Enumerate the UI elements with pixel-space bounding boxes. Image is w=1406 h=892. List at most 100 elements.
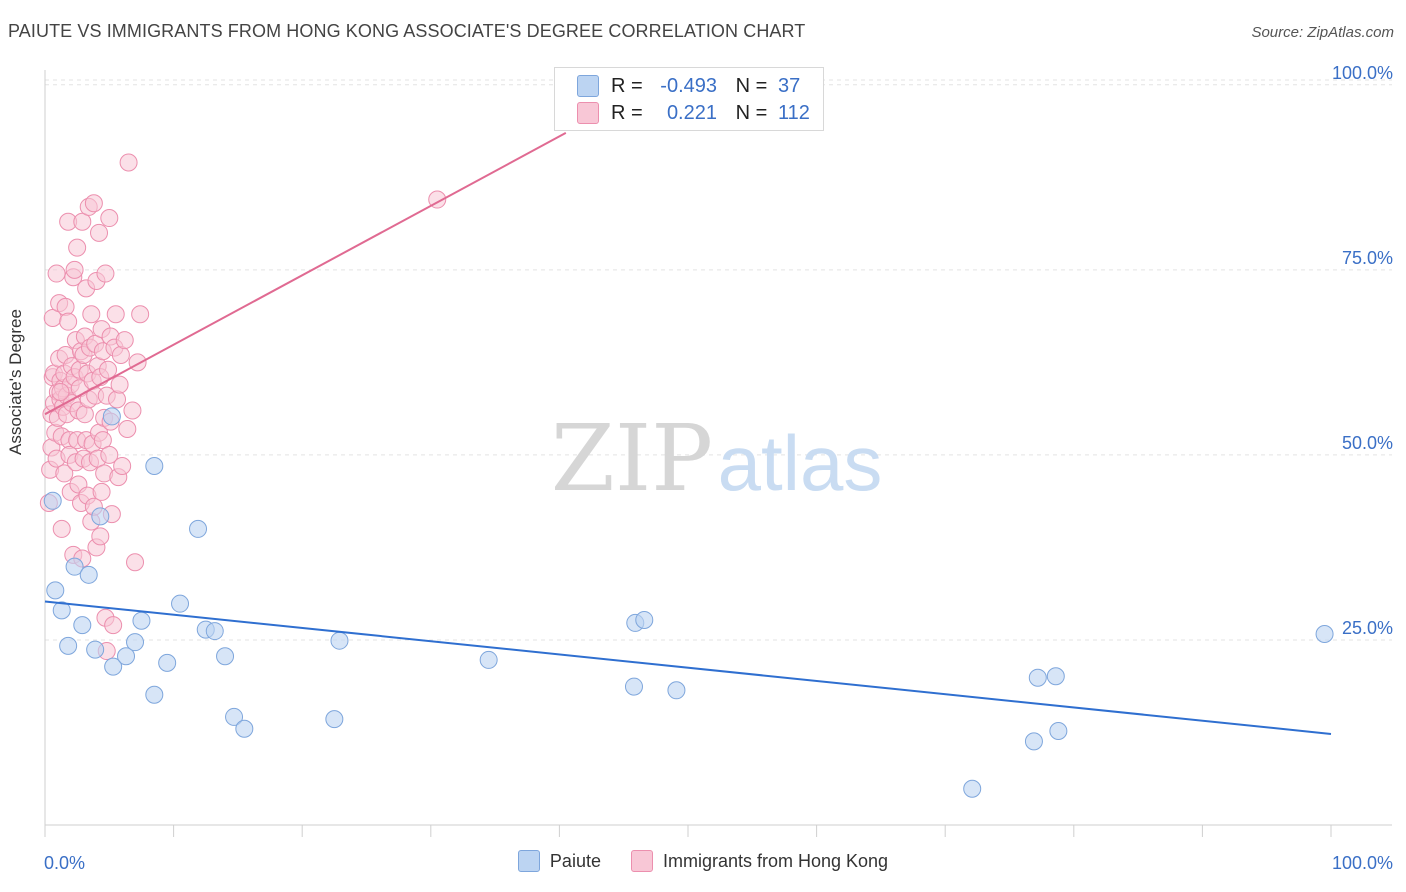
y-tick-label: 25.0% — [1342, 618, 1393, 638]
paiute-point — [330, 631, 349, 650]
hongkong-point — [84, 194, 103, 213]
paiute-point — [1046, 667, 1065, 686]
paiute-point — [46, 581, 65, 600]
paiute-point — [145, 685, 164, 704]
paiute-point — [117, 647, 136, 666]
n-label: N = — [735, 101, 768, 124]
paiute-point — [963, 779, 982, 798]
paiute-point — [667, 681, 686, 700]
paiute-point — [189, 519, 208, 538]
paiute-swatch — [577, 75, 599, 97]
hongkong-point — [123, 401, 142, 420]
paiute-point — [205, 622, 224, 641]
paiute-point — [126, 633, 145, 652]
hongkong-point — [90, 223, 109, 242]
hongkong-point — [91, 527, 110, 546]
n-value: 112 — [778, 101, 810, 124]
n-value: 37 — [778, 74, 801, 97]
watermark-zip: ZIP — [551, 405, 713, 512]
hongkong-point — [75, 405, 94, 424]
paiute-point — [91, 507, 110, 526]
hongkong-swatch — [577, 102, 599, 124]
hongkong-point — [104, 616, 123, 635]
hongkong-point — [100, 209, 119, 228]
bottom-legend: Paiute Immigrants from Hong Kong — [0, 850, 1406, 872]
legend-item-hongkong[interactable]: Immigrants from Hong Kong — [630, 850, 889, 872]
source-label: Source: ZipAtlas.com — [1251, 24, 1394, 41]
hongkong-trend-line — [44, 132, 567, 416]
hongkong-point — [56, 297, 75, 316]
hongkong-point — [113, 457, 132, 476]
paiute-point — [1028, 668, 1047, 687]
paiute-point — [235, 719, 254, 738]
stats-row-hongkong: R = 0.221 N = 112 — [577, 100, 828, 126]
hongkong-point — [55, 464, 74, 483]
hongkong-point — [106, 305, 125, 324]
hongkong-point — [100, 445, 119, 464]
paiute-point — [1049, 721, 1068, 740]
legend-label-hongkong: Immigrants from Hong Kong — [662, 850, 889, 871]
hongkong-point — [108, 390, 127, 409]
paiute-point — [1315, 625, 1334, 644]
paiute-point — [479, 650, 498, 669]
hongkong-point — [82, 305, 101, 324]
paiute-point — [225, 707, 244, 726]
y-tick-label: 100.0% — [1332, 63, 1393, 83]
trend-lines — [44, 132, 1332, 735]
paiute-swatch — [517, 850, 540, 872]
hongkong-point — [99, 360, 118, 379]
stats-legend: R = -0.493 N = 37 R = 0.221 N = 112 — [554, 67, 824, 131]
hongkong-point — [115, 331, 134, 350]
paiute-point — [73, 616, 92, 635]
hongkong-point — [59, 312, 78, 331]
hongkong-point — [52, 519, 71, 538]
legend-item-paiute[interactable]: Paiute — [517, 850, 601, 872]
r-value: -0.493 — [660, 74, 717, 97]
paiute-point — [43, 491, 62, 510]
hongkong-point — [96, 264, 115, 283]
hongkong-point — [68, 238, 87, 257]
hongkong-point — [65, 260, 84, 279]
hongkong-point — [131, 305, 150, 324]
series-paiute-points — [43, 407, 1334, 798]
hongkong-point — [92, 482, 111, 501]
paiute-point — [145, 457, 164, 476]
gridlines — [45, 79, 1392, 641]
hongkong-point — [110, 375, 129, 394]
paiute-point — [86, 640, 105, 659]
hongkong-point — [111, 345, 130, 364]
hongkong-point — [93, 431, 112, 450]
paiute-point — [52, 601, 71, 620]
r-value: 0.221 — [666, 101, 717, 124]
stats-row-paiute: R = -0.493 N = 37 — [577, 73, 828, 99]
hongkong-point — [118, 419, 137, 438]
paiute-point — [624, 677, 643, 696]
paiute-point — [79, 565, 98, 584]
n-label: N = — [735, 74, 768, 97]
r-label: R = — [611, 74, 643, 97]
watermark: ZIP atlas — [551, 405, 882, 512]
paiute-point — [102, 407, 121, 426]
paiute-trend-line — [44, 600, 1332, 735]
hongkong-swatch — [630, 850, 653, 872]
paiute-point — [635, 610, 654, 629]
hongkong-point — [119, 153, 138, 172]
y-tick-label: 75.0% — [1342, 248, 1393, 268]
watermark-atlas: atlas — [718, 419, 883, 507]
paiute-point — [132, 611, 151, 630]
paiute-point — [104, 657, 123, 676]
paiute-point — [1024, 732, 1043, 751]
hongkong-point — [126, 553, 145, 572]
paiute-point — [171, 594, 190, 613]
r-label: R = — [611, 101, 643, 124]
paiute-point — [216, 647, 235, 666]
tick-labels: 25.0% 50.0% 75.0% 100.0% 0.0% 100.0% — [44, 63, 1393, 873]
paiute-point — [59, 636, 78, 655]
chart-title: PAIUTE VS IMMIGRANTS FROM HONG KONG ASSO… — [8, 21, 806, 41]
y-tick-label: 50.0% — [1342, 433, 1393, 453]
hongkong-point — [51, 382, 70, 401]
paiute-point — [65, 557, 84, 576]
hongkong-point — [73, 212, 92, 231]
paiute-point — [158, 653, 177, 672]
legend-label-paiute: Paiute — [549, 850, 601, 871]
